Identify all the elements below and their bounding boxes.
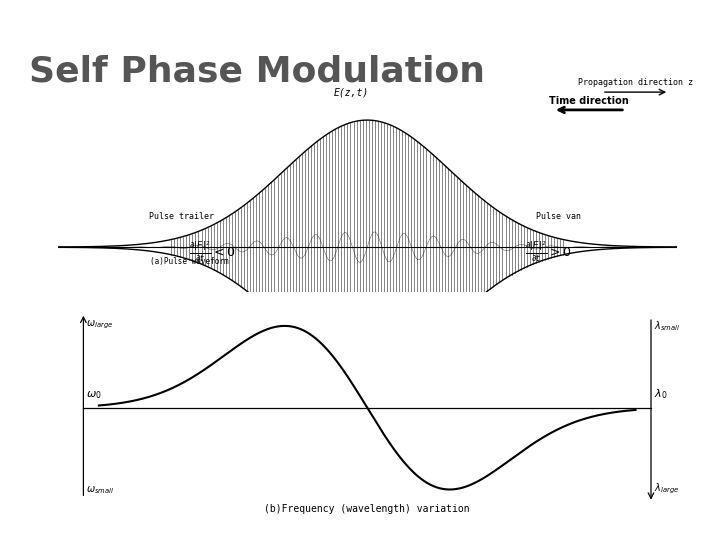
Text: Pulse van: Pulse van [536,212,580,221]
Text: Time direction: Time direction [549,96,629,106]
Text: $\omega_{small}$: $\omega_{small}$ [86,484,114,496]
Text: $\frac{\partial|E|^2}{\partial t} < 0$: $\frac{\partial|E|^2}{\partial t} < 0$ [189,240,235,264]
Text: Self Phase Modulation: Self Phase Modulation [29,54,485,88]
Text: Pulse trailer: Pulse trailer [149,212,214,221]
Text: $\lambda_0$: $\lambda_0$ [654,388,667,401]
Text: $\lambda_{large}$: $\lambda_{large}$ [654,482,679,496]
Text: (a)Pulse waveform: (a)Pulse waveform [150,256,229,266]
Text: $\omega_0$: $\omega_0$ [86,390,102,401]
Text: Propagation direction z: Propagation direction z [578,78,693,87]
Text: (b)Frequency (wavelength) variation: (b)Frequency (wavelength) variation [264,504,470,515]
Text: $\frac{\partial|E|^2}{\partial t} > 0$: $\frac{\partial|E|^2}{\partial t} > 0$ [525,240,571,264]
Text: $\lambda_{small}$: $\lambda_{small}$ [654,319,680,333]
Text: E(z,t): E(z,t) [334,87,369,97]
Text: $\omega_{large}$: $\omega_{large}$ [86,319,113,332]
